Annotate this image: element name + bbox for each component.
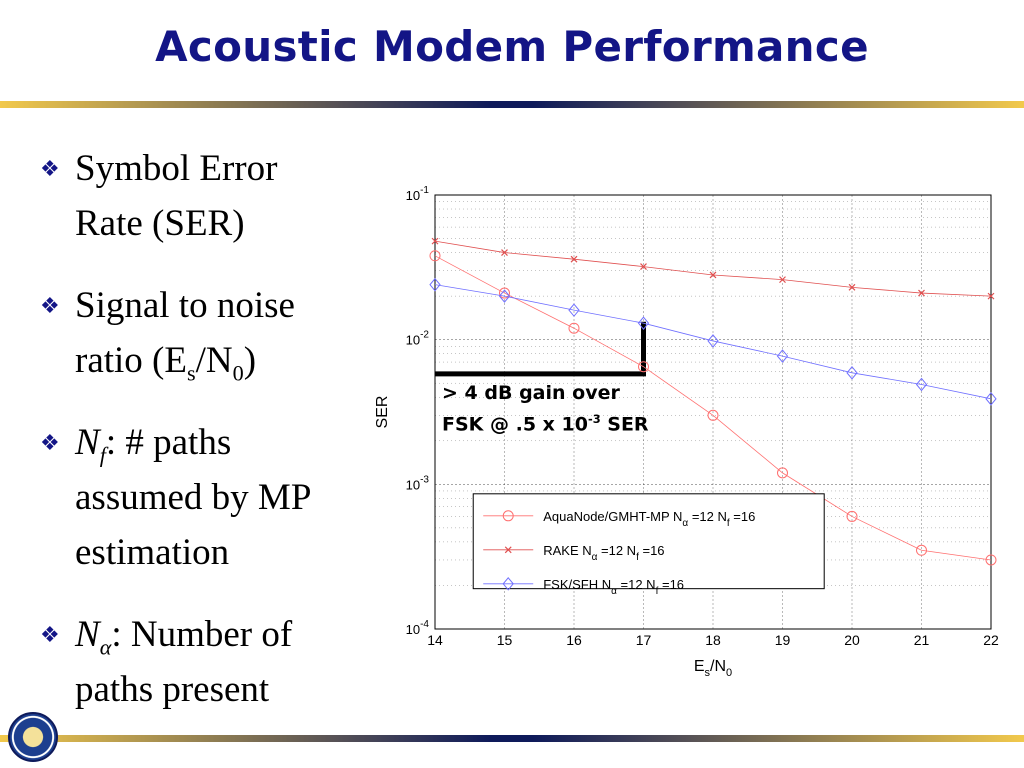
data-point-x (570, 255, 578, 263)
x-tick-label: 22 (983, 632, 999, 648)
diamond-bullet-icon: ❖ (40, 156, 60, 181)
bullet-text: Signal to noise (75, 285, 295, 326)
data-point-diamond (915, 377, 928, 392)
y-tick-label: 10-4 (406, 619, 430, 637)
x-tick-label: 20 (844, 632, 860, 648)
legend-label: AquaNode/GMHT-MP Nα =12 Nf =16 (543, 509, 755, 529)
data-point-x (918, 289, 925, 297)
data-point-circle (846, 510, 858, 522)
gain-bracket-line (435, 321, 646, 377)
data-point-x (501, 249, 508, 256)
data-point-x (987, 292, 995, 300)
data-point-circle (777, 467, 788, 479)
x-tick-label: 16 (566, 632, 582, 648)
x-tick-label: 17 (636, 632, 652, 648)
data-point-x (848, 283, 856, 291)
data-point-diamond (846, 366, 858, 380)
x-tick-label: 14 (427, 632, 443, 648)
bullet-text: ratio (Es/N0) (75, 340, 257, 386)
data-point-x (640, 263, 647, 271)
bullet-text: Symbol Error (75, 148, 278, 189)
data-point-circle (916, 544, 927, 556)
bullet-item-ser: ❖ Symbol Error Rate (SER) (40, 150, 380, 260)
ser-chart: 14 15 16 17 18 19 20 21 22 10-1 10-2 10-3 10-4 Es/N0 S… (374, 185, 999, 679)
data-point-circle (429, 250, 441, 262)
data-point-diamond (568, 303, 580, 317)
legend-label: FSK/SFH Nα =12 Nf =16 (543, 577, 684, 597)
top-divider (0, 101, 1024, 108)
series-line-2 (434, 284, 992, 400)
data-point-diamond (637, 316, 650, 330)
legend-marker-x (504, 546, 512, 554)
bullet-text: Rate (SER) (75, 203, 245, 244)
bullet-text: paths present (75, 669, 270, 710)
x-tick-label: 15 (497, 632, 513, 648)
bullet-list: ❖ Symbol Error Rate (SER) ❖ Signal to no… (40, 150, 380, 753)
y-tick-label: 10-2 (406, 330, 430, 348)
bullet-text: estimation (75, 532, 230, 573)
y-axis-label: SER (374, 396, 391, 429)
legend-label: RAKE Nα =12 Nf =16 (543, 543, 664, 563)
gain-annotation-line2: FSK @ .5 x 10-3 SER (442, 412, 649, 436)
data-point-circle (499, 287, 510, 299)
diamond-bullet-icon: ❖ (40, 622, 60, 647)
university-seal-logo (8, 712, 58, 762)
bullet-text: Nf: # paths (75, 422, 232, 468)
x-tick-label: 18 (705, 632, 721, 648)
data-point-circle (707, 409, 719, 421)
data-point-diamond (498, 289, 511, 303)
bullet-text: assumed by MP (75, 477, 312, 518)
data-point-x (431, 237, 439, 245)
bullet-item-nf: ❖ Nf: # paths assumed by MP estimation (40, 424, 380, 589)
diamond-bullet-icon: ❖ (40, 430, 60, 455)
data-point-x (779, 276, 786, 284)
gain-annotation-line1: > 4 dB gain over (442, 382, 620, 404)
data-point-x (709, 271, 717, 279)
diamond-bullet-icon: ❖ (40, 293, 60, 318)
data-point-circle (638, 361, 649, 373)
data-point-diamond (776, 349, 789, 363)
x-axis-label: Es/N0 (694, 658, 732, 679)
y-tick-label: 10-3 (406, 474, 430, 492)
bullet-item-snr: ❖ Signal to noise ratio (Es/N0) (40, 287, 380, 397)
slide-title: Acoustic Modem Performance (155, 22, 869, 71)
legend-box (472, 493, 825, 590)
data-point-diamond (429, 277, 441, 292)
data-point-circle (985, 554, 997, 566)
bullet-text: Nα: Number of (75, 614, 293, 660)
bullet-item-nalpha: ❖ Nα: Number of paths present (40, 616, 380, 726)
legend-marker-circle (502, 510, 514, 522)
plot-frame (434, 194, 992, 630)
bottom-divider (0, 735, 1024, 742)
data-point-diamond (707, 334, 719, 348)
x-tick-label: 19 (775, 632, 791, 648)
y-tick-label: 10-1 (406, 185, 430, 203)
data-point-circle (568, 322, 580, 334)
x-tick-label: 21 (914, 632, 930, 648)
data-point-diamond (985, 392, 997, 406)
legend-marker-diamond (502, 577, 514, 591)
series-line-0 (434, 255, 992, 561)
